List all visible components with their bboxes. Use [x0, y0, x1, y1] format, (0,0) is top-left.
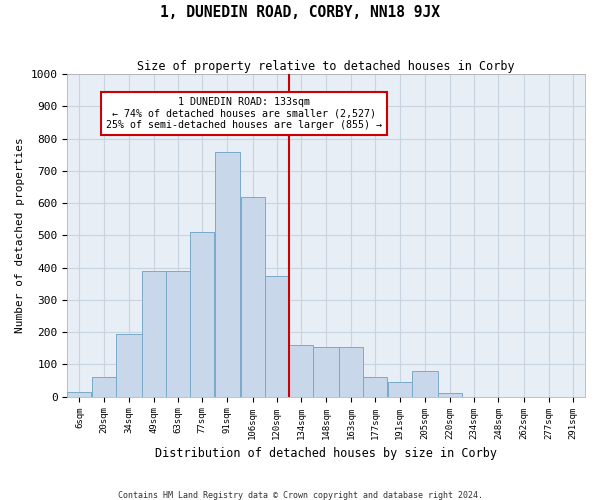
Bar [339, 346, 363, 397]
Bar [438, 394, 462, 396]
Y-axis label: Number of detached properties: Number of detached properties [15, 138, 25, 334]
Bar [364, 378, 388, 396]
Bar [313, 346, 339, 397]
Bar [190, 232, 214, 396]
Bar [67, 392, 91, 396]
Bar [215, 152, 240, 396]
Text: 1, DUNEDIN ROAD, CORBY, NN18 9JX: 1, DUNEDIN ROAD, CORBY, NN18 9JX [160, 5, 440, 20]
X-axis label: Distribution of detached houses by size in Corby: Distribution of detached houses by size … [155, 447, 497, 460]
Title: Size of property relative to detached houses in Corby: Size of property relative to detached ho… [137, 60, 515, 73]
Bar [241, 196, 265, 396]
Text: 1 DUNEDIN ROAD: 133sqm
← 74% of detached houses are smaller (2,527)
25% of semi-: 1 DUNEDIN ROAD: 133sqm ← 74% of detached… [106, 96, 382, 130]
Bar [388, 382, 412, 396]
Bar [166, 271, 190, 396]
Bar [116, 334, 142, 396]
Bar [142, 271, 166, 396]
Bar [412, 371, 437, 396]
Bar [265, 276, 289, 396]
Text: Contains HM Land Registry data © Crown copyright and database right 2024.: Contains HM Land Registry data © Crown c… [118, 490, 482, 500]
Bar [289, 345, 313, 397]
Bar [92, 378, 116, 396]
